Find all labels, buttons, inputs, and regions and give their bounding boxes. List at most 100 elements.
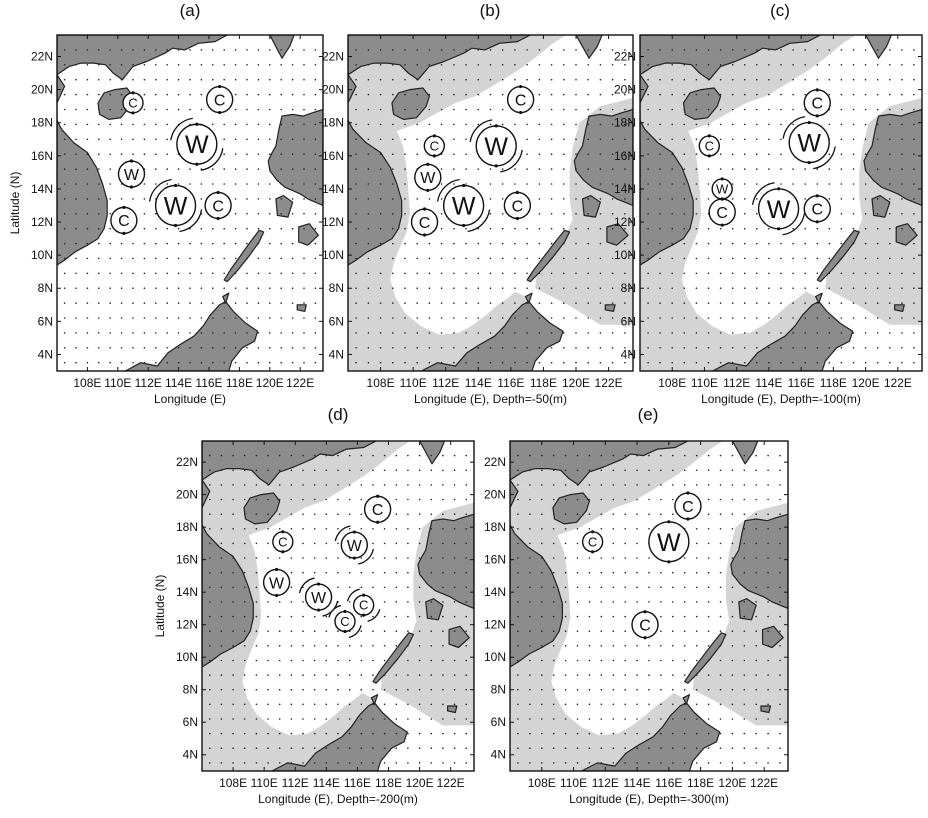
land-mindoro (275, 195, 294, 218)
lon-tick-label: 122E (595, 376, 623, 390)
cold-eddy-2: C (272, 530, 294, 554)
land-palawan (816, 229, 860, 283)
land-luzon (730, 513, 788, 610)
lat-tick-label: 12N (31, 215, 53, 229)
lon-tick-label: 118E (687, 776, 714, 790)
eddy-letter: W (311, 590, 327, 607)
cold-eddy-6: C (503, 190, 532, 221)
lat-tick-label: 16N (614, 149, 636, 163)
lat-tick-label: 6N (621, 314, 636, 328)
shelf-west (510, 478, 690, 771)
land-mindoro (581, 195, 602, 218)
eddy-letter: C (278, 534, 287, 549)
land-taiwan (731, 441, 759, 465)
land-hainan (243, 492, 281, 525)
land-borneoTip (222, 292, 230, 304)
shelf-west (202, 478, 378, 771)
cold-eddy-5: C (708, 197, 736, 227)
eddy-letter: W (347, 538, 363, 555)
lat-tick-label: 14N (322, 182, 344, 196)
warm-eddy-6: W (751, 182, 806, 236)
eddy-letter: W (657, 529, 681, 557)
lon-tick-label: 110E (560, 776, 587, 790)
cold-eddy-4: C (631, 610, 659, 640)
lat-tick-label: 4N (38, 347, 53, 361)
eddy-letter: C (419, 215, 431, 232)
lat-tick-label: 12N (484, 618, 506, 632)
cold-eddy-1: C (674, 491, 702, 521)
map-frame (509, 440, 789, 772)
lon-tick-label: 108E (367, 376, 395, 390)
shelf-west (640, 73, 823, 371)
eddy-letter: C (340, 614, 349, 629)
lon-tick-label: 110E (400, 376, 427, 390)
lat-tick-label: 20N (176, 488, 198, 502)
lat-tick-label: 14N (31, 182, 53, 196)
y-axis-label: Latitude (N) (8, 172, 22, 235)
land-malaysia (711, 300, 854, 371)
land-luzon (417, 513, 474, 610)
lat-tick-label: 16N (322, 149, 344, 163)
lat-tick-label: 6N (329, 314, 344, 328)
lon-tick-label: 122E (750, 776, 778, 790)
lat-tick-label: 6N (183, 715, 198, 729)
lon-tick-label: 114E (313, 776, 340, 790)
panel-label: (b) (480, 1, 501, 20)
cold-eddy-1: C (363, 494, 392, 524)
land-malaysia (580, 702, 721, 771)
lat-tick-label: 8N (329, 281, 344, 295)
lat-tick-label: 10N (176, 650, 198, 664)
land-palawan (372, 632, 414, 684)
eddy-letter: C (682, 499, 694, 516)
eddy-letter: W (452, 192, 476, 220)
lat-tick-label: 20N (614, 83, 636, 97)
lat-tick-label: 4N (491, 748, 506, 762)
lon-tick-label: 120E (256, 376, 284, 390)
panel-label: (a) (180, 1, 201, 20)
cold-eddy-6: C (204, 190, 232, 221)
land-vietnam (202, 479, 254, 668)
lat-tick-label: 22N (322, 50, 344, 64)
lon-tick-label: 116E (788, 376, 815, 390)
land-luzon (267, 108, 323, 207)
cold-eddy-1: C (803, 88, 831, 118)
warm-eddy-4: W (262, 567, 291, 598)
map-frame (639, 34, 923, 372)
lat-tick-label: 14N (484, 585, 506, 599)
cold-eddy-7: C (110, 205, 138, 235)
warm-eddy-3: W (469, 119, 523, 173)
lat-tick-label: 10N (31, 248, 53, 262)
eddy-letter: C (118, 213, 130, 230)
eddy-letter: C (128, 95, 137, 110)
lon-tick-label: 118E (530, 376, 557, 390)
lat-tick-label: 16N (31, 149, 53, 163)
land-palawan (526, 229, 571, 283)
x-axis-label: Longitude (E), Depth=-200(m) (258, 792, 418, 806)
lon-tick-label: 122E (437, 776, 465, 790)
land-eastIsles (893, 304, 905, 312)
lat-tick-label: 4N (621, 347, 636, 361)
cold-eddy-1: C (122, 91, 144, 115)
lon-tick-label: 112E (592, 776, 619, 790)
lon-tick-label: 116E (497, 376, 524, 390)
lon-tick-label: 120E (562, 376, 590, 390)
land-mindoro (871, 195, 891, 218)
cold-eddy-3: C (698, 134, 720, 158)
land-china (57, 35, 228, 81)
lat-tick-label: 8N (183, 683, 198, 697)
eddy-letter: W (269, 575, 285, 592)
map-frame (347, 34, 634, 372)
eddy-letter: C (639, 618, 651, 635)
land-taiwan (269, 35, 295, 59)
land-malaysia (271, 702, 408, 771)
land-taiwan (575, 35, 603, 59)
land-vietnam (348, 74, 403, 266)
panel-label: (c) (770, 1, 790, 20)
warm-eddy-4: W (414, 162, 442, 192)
x-axis-label: Longitude (E) (154, 392, 226, 406)
warm-eddy-3: W (334, 525, 374, 565)
lat-tick-label: 6N (38, 314, 53, 328)
